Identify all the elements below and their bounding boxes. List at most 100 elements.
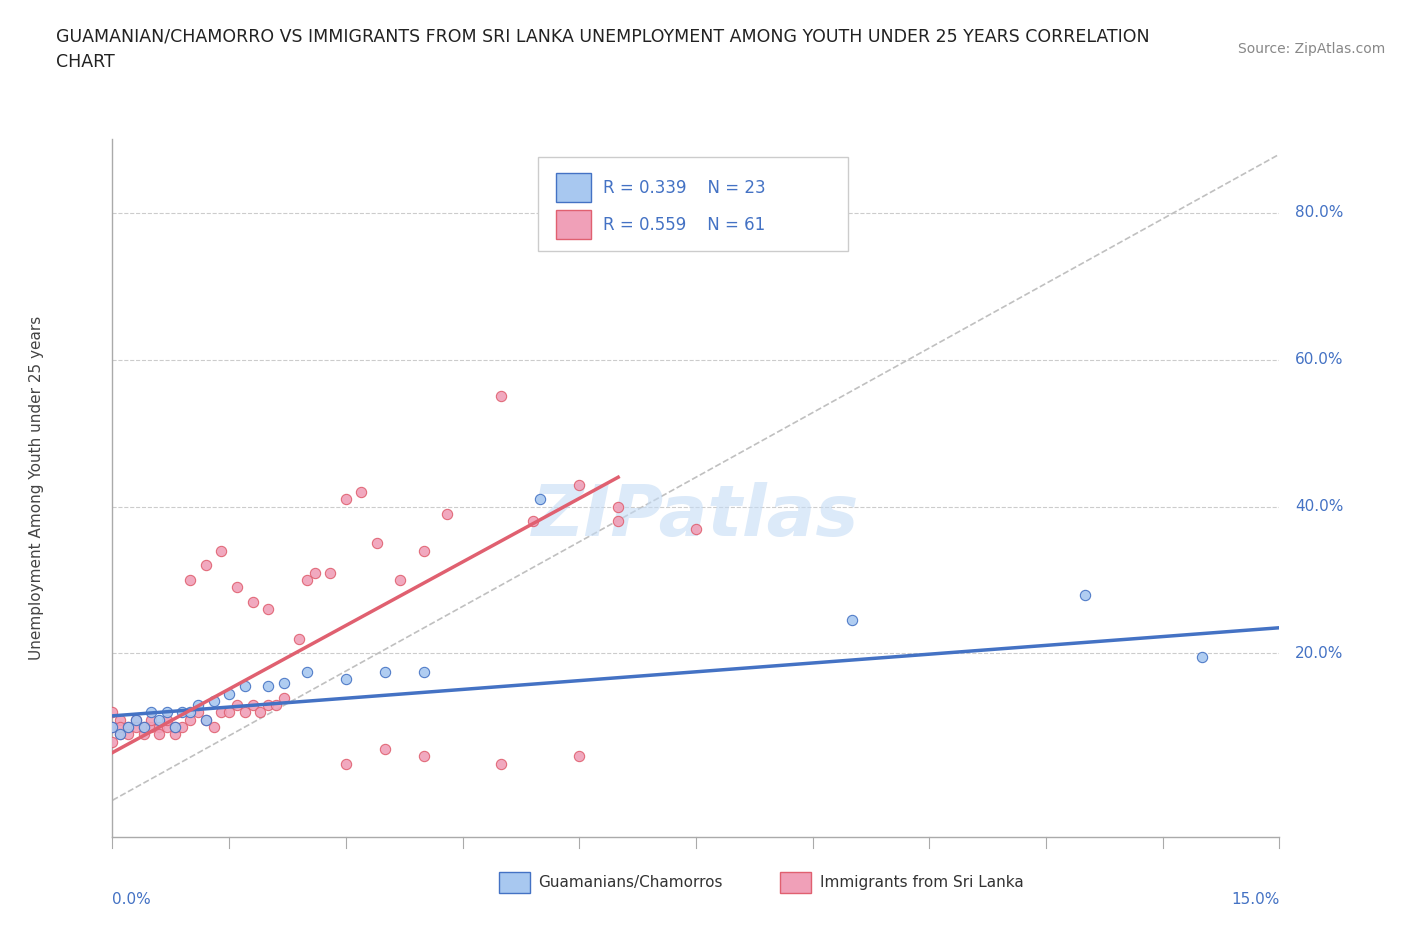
Point xyxy=(522,514,544,529)
Point xyxy=(841,613,863,628)
Point xyxy=(335,671,357,686)
Point xyxy=(242,594,264,609)
Point xyxy=(1074,587,1097,602)
Point xyxy=(374,741,396,756)
Text: Unemployment Among Youth under 25 years: Unemployment Among Youth under 25 years xyxy=(30,316,44,660)
Point xyxy=(110,726,132,741)
Point xyxy=(117,720,139,735)
Text: 80.0%: 80.0% xyxy=(1295,206,1343,220)
Point xyxy=(273,690,295,705)
Point xyxy=(295,573,318,588)
Text: 15.0%: 15.0% xyxy=(1232,892,1279,907)
Point xyxy=(209,543,232,558)
Text: Immigrants from Sri Lanka: Immigrants from Sri Lanka xyxy=(820,875,1024,890)
Point xyxy=(202,694,225,709)
Point xyxy=(257,679,280,694)
Point xyxy=(141,720,163,735)
Point xyxy=(335,756,357,771)
Point xyxy=(110,712,132,727)
Point xyxy=(257,602,280,617)
Point xyxy=(194,712,217,727)
Point xyxy=(156,705,179,720)
Point xyxy=(163,720,186,735)
Point xyxy=(389,573,412,588)
Point xyxy=(218,686,240,701)
Text: R = 0.339    N = 23: R = 0.339 N = 23 xyxy=(603,179,765,196)
Text: 0.0%: 0.0% xyxy=(112,892,152,907)
Point xyxy=(110,720,132,735)
Point xyxy=(194,558,217,573)
Point xyxy=(132,720,155,735)
Point xyxy=(172,705,194,720)
Point xyxy=(163,720,186,735)
Point xyxy=(366,536,388,551)
Text: 40.0%: 40.0% xyxy=(1295,499,1343,514)
Point xyxy=(412,543,434,558)
Point xyxy=(101,734,124,749)
Point xyxy=(233,705,256,720)
Text: 60.0%: 60.0% xyxy=(1295,352,1344,367)
Point xyxy=(187,698,209,712)
Point xyxy=(125,712,148,727)
Point xyxy=(194,712,217,727)
Point xyxy=(202,720,225,735)
Point xyxy=(117,720,139,735)
Text: R = 0.559    N = 61: R = 0.559 N = 61 xyxy=(603,216,765,233)
Text: 20.0%: 20.0% xyxy=(1295,646,1343,661)
Point xyxy=(110,726,132,741)
Point xyxy=(568,477,591,492)
Text: Guamanians/Chamorros: Guamanians/Chamorros xyxy=(538,875,723,890)
Point xyxy=(233,679,256,694)
Point xyxy=(685,521,707,536)
Point xyxy=(101,720,124,735)
Point xyxy=(374,664,396,679)
Point xyxy=(335,492,357,507)
Point xyxy=(179,705,201,720)
Point xyxy=(163,726,186,741)
Point xyxy=(179,573,201,588)
Point xyxy=(242,698,264,712)
FancyBboxPatch shape xyxy=(555,210,591,239)
Point xyxy=(172,720,194,735)
Point xyxy=(226,580,249,595)
Point xyxy=(257,698,280,712)
Point xyxy=(304,565,326,580)
Point xyxy=(264,698,287,712)
FancyBboxPatch shape xyxy=(538,157,848,251)
Point xyxy=(568,749,591,764)
Point xyxy=(436,507,458,522)
Point xyxy=(156,712,179,727)
Point xyxy=(529,492,551,507)
Point xyxy=(350,485,373,499)
Text: ZIPatlas: ZIPatlas xyxy=(533,482,859,551)
Point xyxy=(226,698,249,712)
Point xyxy=(141,712,163,727)
Point xyxy=(101,705,124,720)
Text: Source: ZipAtlas.com: Source: ZipAtlas.com xyxy=(1237,42,1385,56)
Point xyxy=(117,726,139,741)
Point xyxy=(148,726,170,741)
Point xyxy=(1191,650,1213,665)
Point xyxy=(218,705,240,720)
Point xyxy=(141,705,163,720)
Point xyxy=(288,631,311,646)
Point xyxy=(249,705,271,720)
Point xyxy=(295,664,318,679)
Point xyxy=(607,514,630,529)
Point xyxy=(607,499,630,514)
Point xyxy=(491,756,513,771)
Point xyxy=(148,712,170,727)
Point xyxy=(187,705,209,720)
Point xyxy=(179,712,201,727)
Point xyxy=(209,705,232,720)
FancyBboxPatch shape xyxy=(555,173,591,203)
Point xyxy=(125,720,148,735)
Point xyxy=(132,720,155,735)
Point xyxy=(491,389,513,404)
Point xyxy=(412,664,434,679)
Point xyxy=(125,712,148,727)
Point xyxy=(101,720,124,735)
Point xyxy=(148,720,170,735)
Point xyxy=(319,565,342,580)
Point xyxy=(412,749,434,764)
